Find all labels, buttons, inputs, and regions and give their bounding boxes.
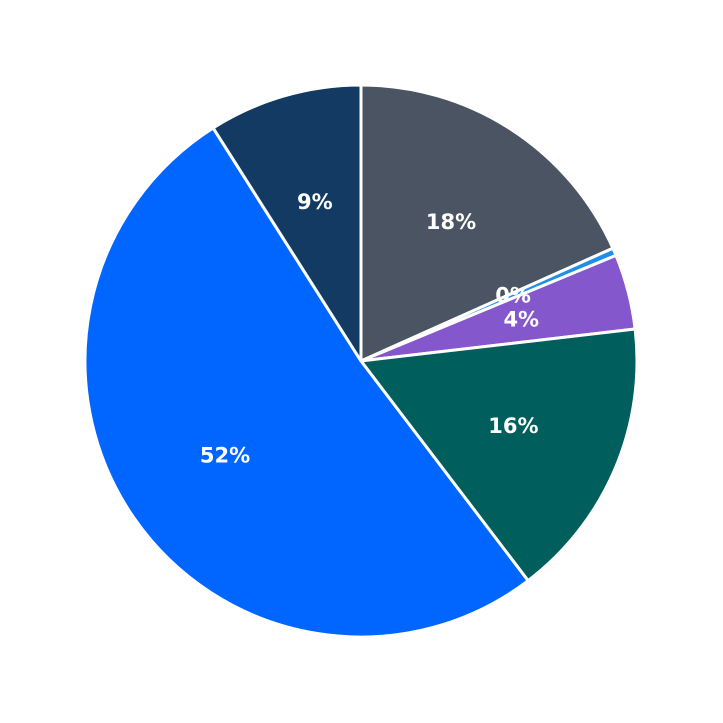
slice-label-3: 16% bbox=[488, 414, 538, 438]
slice-label-0: 18% bbox=[426, 210, 476, 234]
slice-label-5: 9% bbox=[297, 190, 333, 214]
slices-layer bbox=[83, 83, 639, 639]
slice-label-2: 4% bbox=[503, 307, 539, 331]
pie-slice-3 bbox=[359, 327, 639, 583]
labels-layer: 18% 0%4% 16% 52% 9% bbox=[200, 190, 539, 468]
pie-slice-5 bbox=[211, 83, 363, 363]
pie-slice-0 bbox=[359, 83, 615, 363]
slice-label-1: 0% bbox=[495, 283, 531, 307]
pie-slice-4 bbox=[83, 126, 530, 639]
slice-label-4: 52% bbox=[200, 444, 250, 468]
